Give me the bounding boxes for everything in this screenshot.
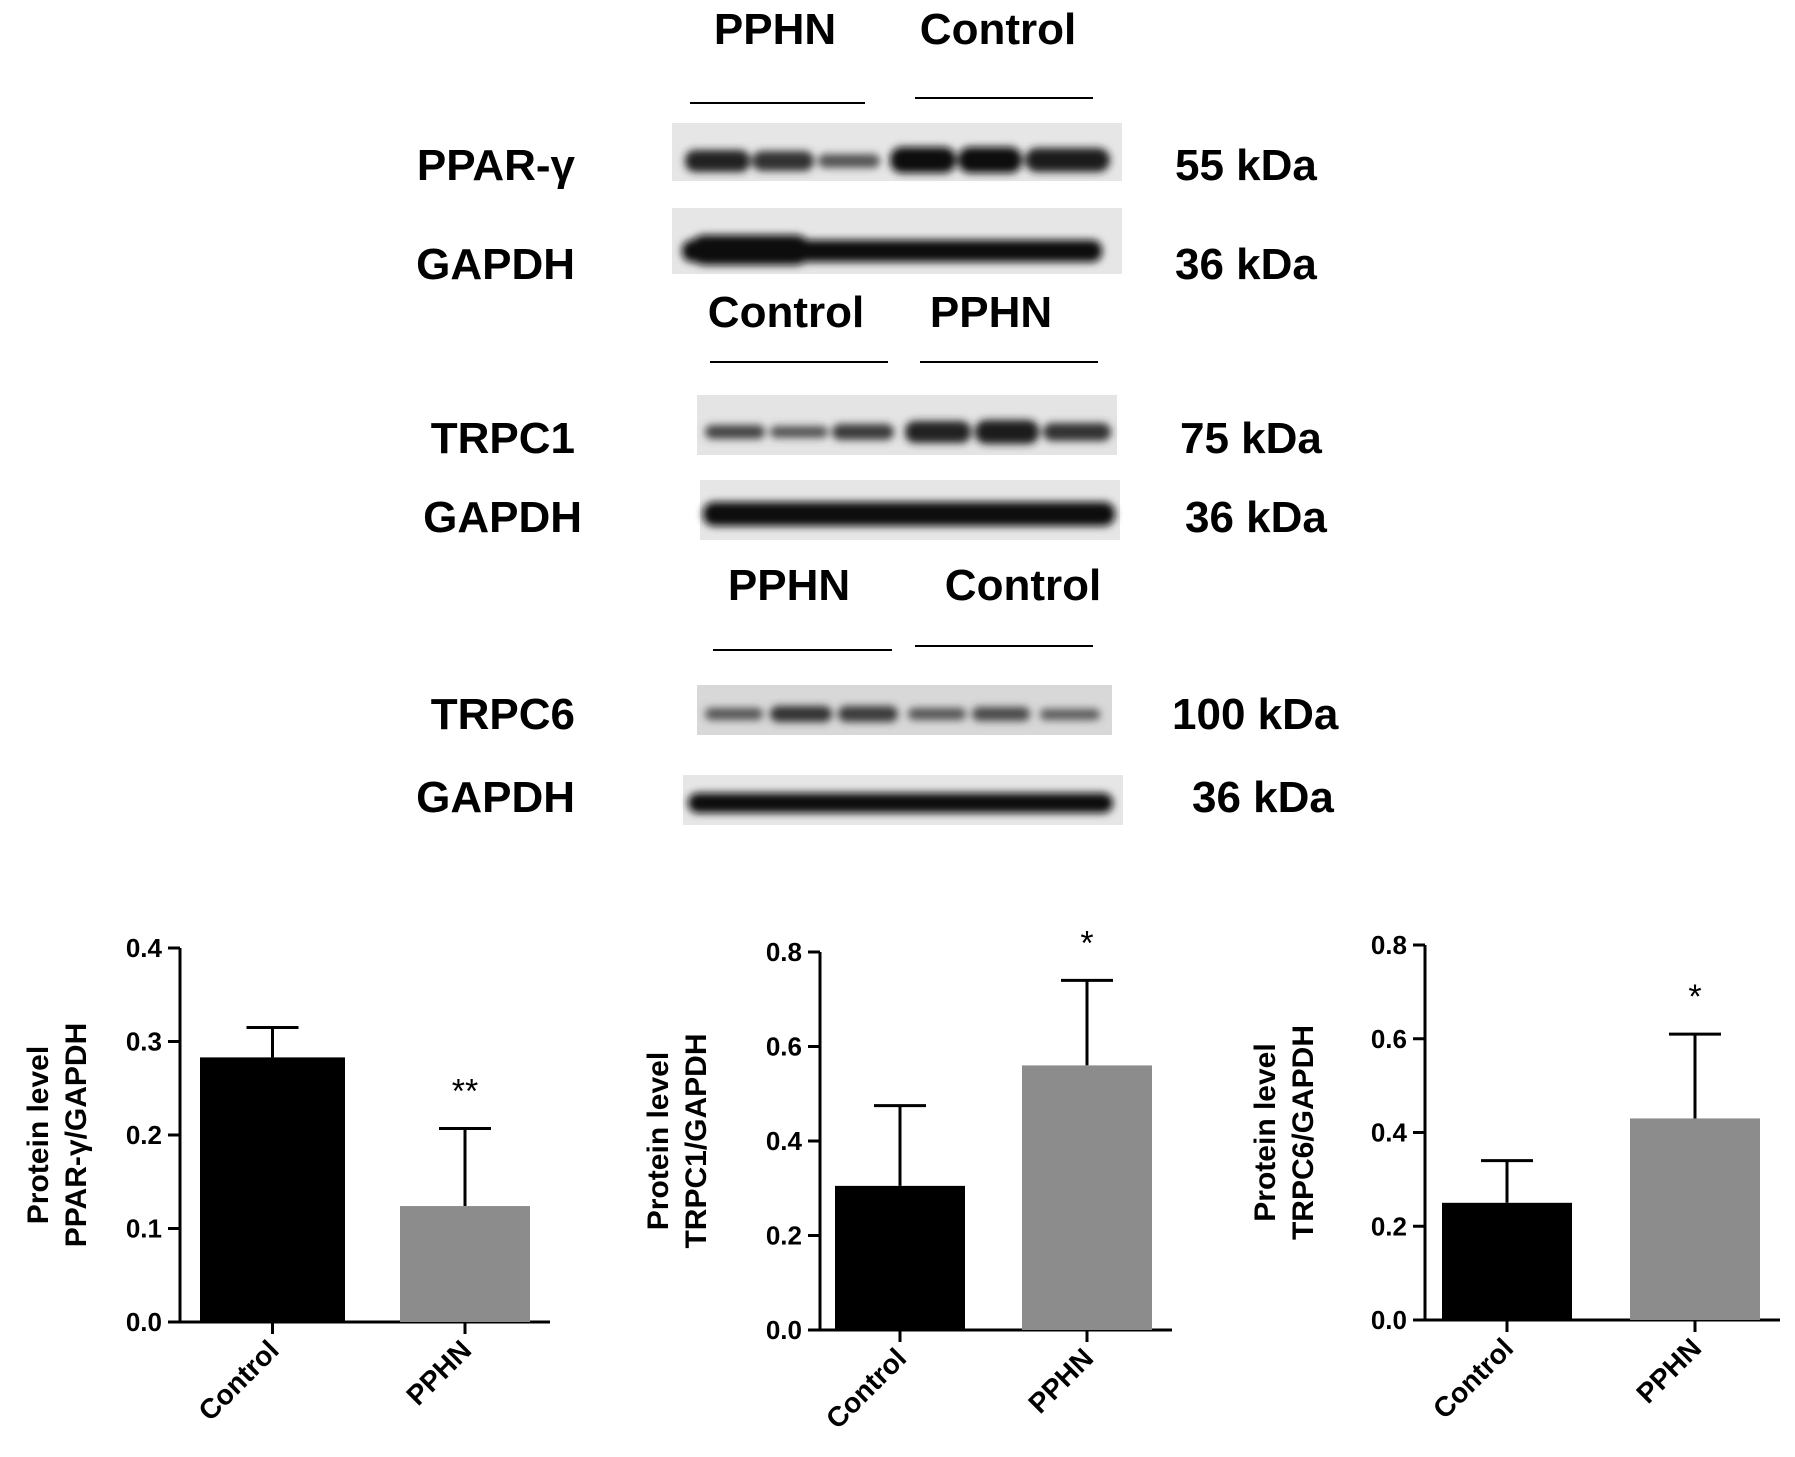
bar-pphn <box>1022 1065 1152 1330</box>
bar-pphn <box>1630 1118 1760 1320</box>
y-tick-label: 0.6 <box>766 1032 802 1062</box>
y-tick-label: 0.0 <box>1371 1305 1407 1335</box>
blot-2-row-1-size: 75 kDa <box>1180 414 1322 463</box>
y-tick-label: 0.2 <box>126 1120 162 1150</box>
blot-1-row-1-size: 55 kDa <box>1175 141 1317 190</box>
blot-3-row-1-bands <box>697 685 1112 735</box>
y-axis-label-line-1: Protein level <box>642 1052 675 1230</box>
y-axis-label-line-1: Protein level <box>22 1046 55 1224</box>
y-tick-label: 0.2 <box>1371 1211 1407 1241</box>
category-label: PPHN <box>400 1334 477 1411</box>
blot-2-row-2-size: 36 kDa <box>1185 493 1327 542</box>
bar-chart-trpc1: 0.0 0.2 0.4 0.6 0.8 Protein level TRPC1/GAPDH C… <box>642 924 1172 1435</box>
category-label: PPHN <box>1630 1332 1707 1409</box>
blot-2-group-2-label: PPHN <box>930 288 1052 337</box>
category-label: Control <box>1427 1332 1519 1424</box>
blot-1-row-1-bands <box>672 123 1122 181</box>
y-tick-label: 0.0 <box>126 1307 162 1337</box>
blot-1-row-2-protein: GAPDH <box>416 240 575 289</box>
blot-2-row-1-protein: TRPC1 <box>431 414 575 463</box>
blot-3-group-2-label: Control <box>945 561 1101 610</box>
bar-chart-trpc6: 0.0 0.2 0.4 0.6 0.8 Protein level TRPC6/GAPDH C… <box>1249 930 1780 1425</box>
y-tick-label: 0.3 <box>126 1027 162 1057</box>
y-axis-label-line-2: PPAR-γ/GAPDH <box>60 1023 93 1247</box>
blot-1-row-1-protein: PPAR-γ <box>417 141 576 190</box>
blot-1-group-1-label: PPHN <box>714 5 836 54</box>
y-tick-label: 0.4 <box>126 933 163 963</box>
blot-panel-2: Control PPHN TRPC1 75 kDa GAPDH 36 kDa <box>423 288 1327 542</box>
blot-3-row-2-size: 36 kDa <box>1192 773 1334 822</box>
bar-control <box>200 1057 345 1322</box>
y-axis-label-line-2: TRPC6/GAPDH <box>1287 1025 1320 1240</box>
y-tick-label: 0.8 <box>1371 930 1407 960</box>
significance-marker: * <box>1688 978 1701 1016</box>
y-tick-label: 0.2 <box>766 1221 802 1251</box>
blot-panel-1: PPHN Control PPAR-γ 55 kDa GAPDH 36 kDa <box>416 5 1317 289</box>
blot-3-row-1-size: 100 kDa <box>1172 690 1339 739</box>
blot-1-group-2-label: Control <box>920 5 1076 54</box>
blot-3-row-2-bands <box>683 775 1123 825</box>
bar-pphn <box>400 1206 530 1322</box>
y-tick-label: 0.4 <box>1371 1118 1408 1148</box>
blot-3-row-2-protein: GAPDH <box>416 773 575 822</box>
category-label: Control <box>820 1342 912 1434</box>
blot-2-row-2-protein: GAPDH <box>423 493 582 542</box>
bar-chart-ppar-gamma: 0.0 0.1 0.2 0.3 0.4 Protein level PPAR-γ/GAPDH… <box>22 933 550 1427</box>
category-label: Control <box>192 1334 284 1426</box>
significance-marker: ** <box>452 1072 478 1110</box>
y-tick-label: 0.8 <box>766 937 802 967</box>
bar-control <box>1442 1202 1572 1320</box>
y-tick-label: 0.4 <box>766 1126 803 1156</box>
blot-1-row-2-size: 36 kDa <box>1175 240 1317 289</box>
y-tick-label: 0.1 <box>126 1214 162 1244</box>
category-label: PPHN <box>1022 1342 1099 1419</box>
blot-panel-3: PPHN Control TRPC6 100 kDa GAPDH 36 kDa <box>416 561 1339 825</box>
y-tick-label: 0.0 <box>766 1315 802 1345</box>
blot-2-row-2-bands <box>700 480 1120 540</box>
bar-control <box>835 1185 965 1330</box>
blot-3-row-1-protein: TRPC6 <box>431 690 575 739</box>
blot-1-row-2-bands <box>672 208 1122 274</box>
y-axis-label-line-2: TRPC1/GAPDH <box>680 1033 713 1248</box>
y-tick-label: 0.6 <box>1371 1024 1407 1054</box>
blot-3-group-1-label: PPHN <box>728 561 850 610</box>
y-axis-label-line-1: Protein level <box>1249 1043 1282 1221</box>
blot-2-group-1-label: Control <box>708 288 864 337</box>
blot-2-row-1-bands <box>697 395 1117 455</box>
significance-marker: * <box>1080 924 1093 962</box>
